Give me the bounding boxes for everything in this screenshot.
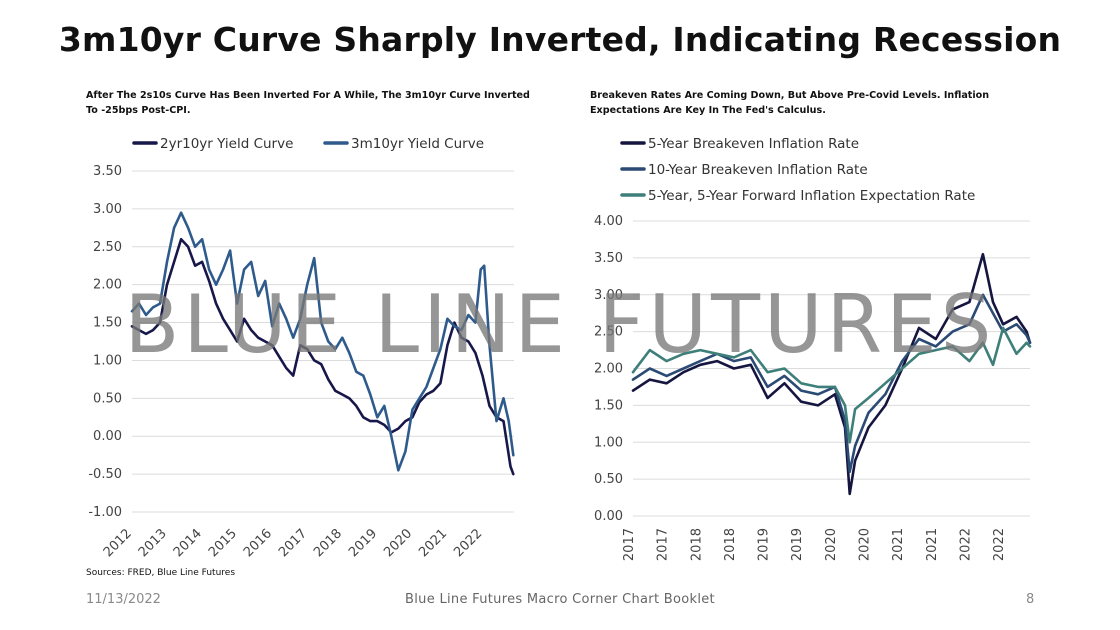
series-line-3 bbox=[631, 326, 1032, 444]
y-tick-label: 0.00 bbox=[594, 509, 623, 524]
x-tick-label: 2021 bbox=[925, 528, 940, 561]
x-tick-label: 2018 bbox=[723, 528, 738, 561]
y-tick-label: 4.00 bbox=[594, 214, 623, 229]
y-tick-label: 2.50 bbox=[594, 325, 623, 340]
y-tick-label: 3.00 bbox=[594, 288, 623, 303]
legend-entry: 3m10yr Yield Curve bbox=[351, 136, 484, 152]
x-tick-label: 2019 bbox=[757, 528, 772, 561]
x-tick-label: 2020 bbox=[824, 528, 839, 561]
y-tick-label: 3.50 bbox=[93, 164, 122, 179]
footer-page-number: 8 bbox=[1026, 592, 1035, 607]
series-line-2 bbox=[631, 293, 1032, 474]
x-tick-label: 2019 bbox=[790, 528, 805, 561]
legend-entry: 10-Year Breakeven Inflation Rate bbox=[648, 162, 868, 178]
x-tick-label: 2020 bbox=[858, 528, 873, 561]
x-tick-label: 2017 bbox=[622, 528, 637, 561]
series-line-1 bbox=[631, 252, 1032, 496]
y-tick-label: 0.50 bbox=[594, 472, 623, 487]
y-tick-label: 0.50 bbox=[93, 391, 122, 406]
series-line-2 bbox=[130, 211, 515, 472]
x-tick-label: 2017 bbox=[656, 528, 671, 561]
y-tick-label: 2.50 bbox=[93, 240, 122, 255]
y-tick-label: -0.50 bbox=[88, 467, 122, 482]
legend-entry: 2yr10yr Yield Curve bbox=[160, 136, 293, 152]
breakeven-inflation-chart: 4.00 3.50 3.00 2.50 2.00 1.50 1.00 0.50 0.00 2017… bbox=[594, 136, 1032, 561]
y-tick-label: 1.00 bbox=[594, 435, 623, 450]
y-tick-label: 2.00 bbox=[93, 278, 122, 293]
y-tick-label: 0.00 bbox=[93, 429, 122, 444]
x-tick-label: 2018 bbox=[689, 528, 704, 561]
page-title: 3m10yr Curve Sharply Inverted, Indicatin… bbox=[58, 20, 1062, 59]
legend-entry: 5-Year Breakeven Inflation Rate bbox=[648, 136, 859, 152]
y-tick-label: 1.50 bbox=[93, 316, 122, 331]
x-tick-label: 2021 bbox=[891, 528, 906, 561]
y-tick-label: 2.00 bbox=[594, 362, 623, 377]
y-tick-label: 1.00 bbox=[93, 353, 122, 368]
y-tick-label: 3.00 bbox=[93, 202, 122, 217]
right-chart-title: Breakeven Rates Are Coming Down, But Abo… bbox=[590, 90, 990, 116]
y-tick-label: -1.00 bbox=[88, 505, 122, 520]
yield-curve-chart: 3.50 3.00 2.50 2.00 1.50 1.00 0.50 0.00 -0.50 -1.… bbox=[88, 136, 515, 560]
x-tick-label: 2022 bbox=[958, 528, 973, 561]
x-tick-label: 2022 bbox=[992, 528, 1007, 561]
y-tick-label: 3.50 bbox=[594, 251, 623, 266]
left-chart-title: After The 2s10s Curve Has Been Inverted … bbox=[86, 90, 530, 116]
sources-note: Sources: FRED, Blue Line Futures bbox=[86, 568, 236, 578]
legend-entry: 5-Year, 5-Year Forward Inflation Expecta… bbox=[648, 188, 975, 204]
footer-date: 11/13/2022 bbox=[86, 592, 161, 607]
y-tick-label: 1.50 bbox=[594, 398, 623, 413]
footer-booklet-title: Blue Line Futures Macro Corner Chart Boo… bbox=[405, 592, 715, 607]
